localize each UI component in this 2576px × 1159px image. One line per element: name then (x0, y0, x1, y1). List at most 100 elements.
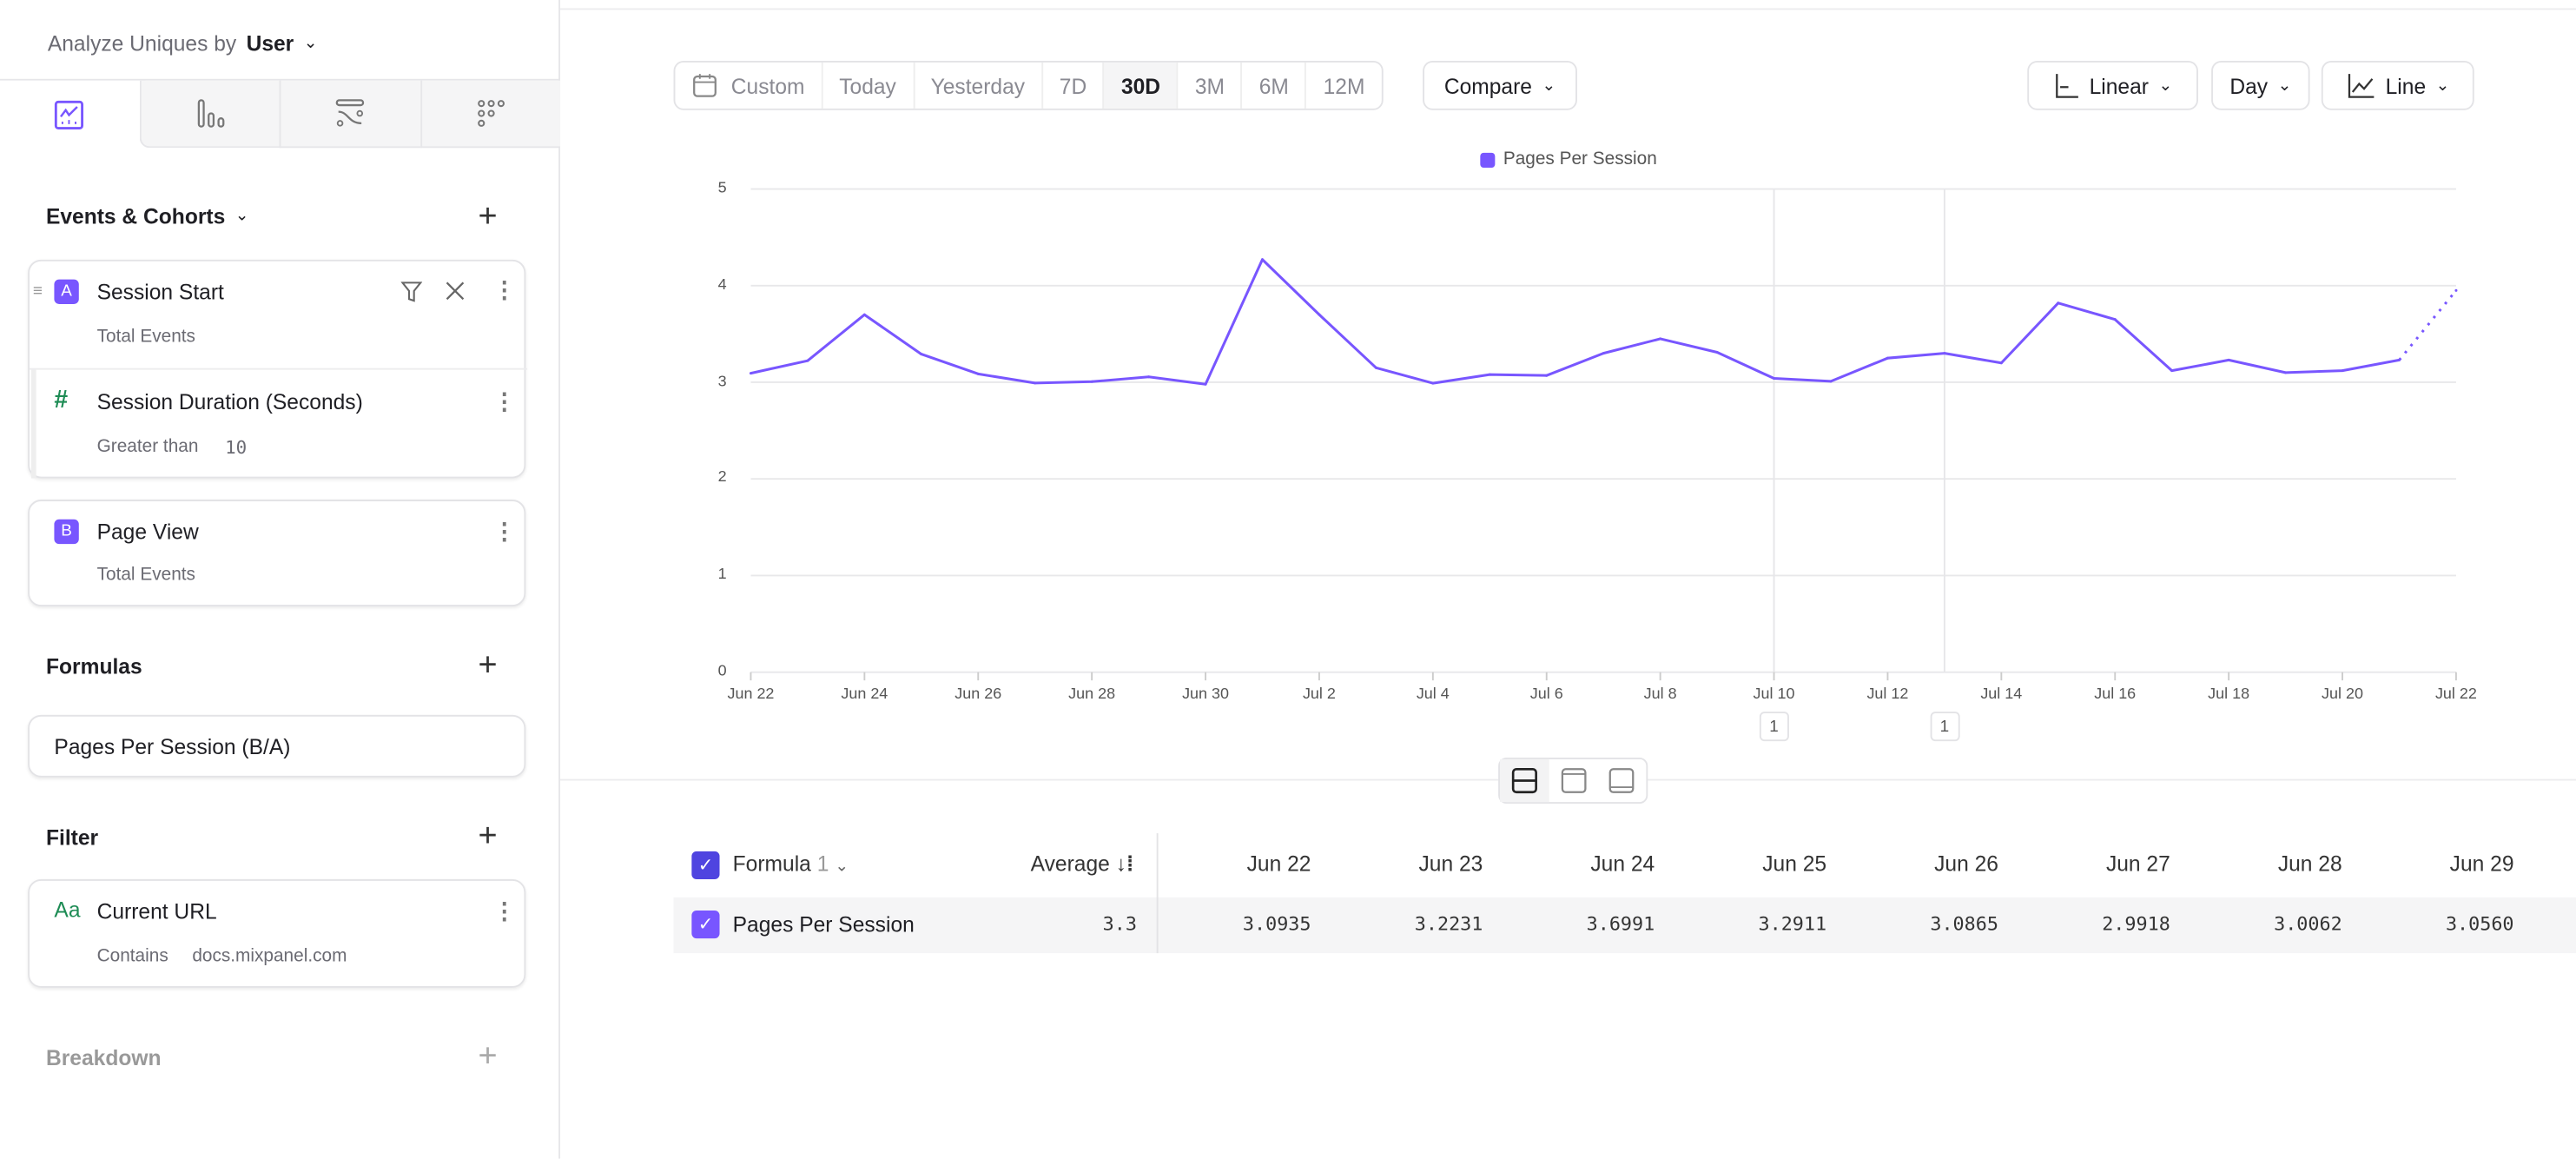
x-tick-label: Jul 8 (1643, 685, 1677, 704)
filter-value[interactable]: docs.mixpanel.com (192, 946, 347, 967)
close-icon[interactable] (446, 281, 466, 301)
table-row[interactable] (673, 897, 2576, 954)
add-event-button[interactable]: + (478, 198, 498, 235)
date-range-30d[interactable]: 30D (1103, 62, 1178, 109)
scale-label: Linear (2089, 73, 2149, 98)
layout-table-button[interactable] (1597, 759, 1646, 802)
date-column-header[interactable]: Jun 25 (1762, 851, 1827, 877)
data-point (1715, 350, 1719, 354)
chevron-down-icon: ⌄ (303, 34, 318, 53)
average-label: Average (1030, 851, 1110, 877)
scale-dropdown[interactable]: Linear ⌄ (2027, 60, 2198, 110)
analyze-uniques-selector[interactable]: Analyze Uniques by User ⌄ (48, 31, 318, 56)
filter-property-name[interactable]: Session Duration (Seconds) (96, 389, 363, 414)
layout-chart-button[interactable] (1549, 759, 1597, 802)
line-chart (749, 188, 2458, 681)
date-range-12m[interactable]: 12M (1305, 62, 1382, 109)
chart-legend[interactable]: Pages Per Session (1480, 149, 1657, 169)
date-column-header[interactable]: Jun 22 (1246, 851, 1311, 877)
filter-value[interactable]: 10 (225, 437, 248, 459)
filter-operator[interactable]: Greater than (96, 437, 199, 457)
insights-chart-icon (55, 99, 84, 129)
date-column-header[interactable]: Jun 29 (2449, 851, 2514, 877)
series-line-partial (2398, 289, 2458, 361)
global-filter-card[interactable]: Aa Current URL ⋮ Contains docs.mixpanel.… (28, 879, 526, 988)
date-column-header[interactable]: Jun 23 (1418, 851, 1483, 877)
date-range-6m[interactable]: 6M (1240, 62, 1305, 109)
filter-icon[interactable] (400, 281, 423, 302)
data-point (1090, 380, 1093, 383)
group-count: 1 (816, 851, 829, 877)
x-tick-label: Jul 10 (1753, 685, 1795, 704)
data-point (2341, 369, 2344, 373)
filter-property-name[interactable]: Current URL (96, 898, 217, 924)
event-card-b[interactable]: B Page View ⋮ Total Events (28, 500, 526, 607)
data-point (1034, 381, 1037, 385)
line-chart-icon (2348, 74, 2375, 98)
data-point (1943, 352, 1946, 355)
string-property-icon: Aa (54, 897, 81, 923)
data-point (1204, 382, 1207, 386)
select-all-checkbox[interactable]: ✓ (691, 851, 720, 880)
annotation-marker[interactable]: 1 (1759, 712, 1789, 742)
compare-dropdown[interactable]: Compare ⌄ (1423, 60, 1577, 110)
formula-card[interactable]: Pages Per Session (B/A) (28, 714, 526, 778)
filter-operator[interactable]: Contains (96, 946, 168, 967)
date-column-header[interactable]: Jun 28 (2277, 851, 2342, 877)
more-options-icon[interactable]: ⋮ (492, 275, 516, 303)
events-cohorts-heading[interactable]: Events & Cohorts ⌄ (46, 204, 249, 228)
row-average: 3.3 (1102, 911, 1137, 936)
tab-retention[interactable] (419, 80, 561, 149)
date-range-yesterday[interactable]: Yesterday (912, 62, 1041, 109)
data-point (976, 372, 980, 375)
axis-scale-icon (2055, 74, 2078, 98)
compare-label: Compare (1443, 73, 1532, 98)
chart-type-dropdown[interactable]: Line ⌄ (2321, 60, 2474, 110)
legend-swatch (1480, 151, 1496, 167)
retention-grid-icon (477, 100, 505, 127)
data-point (2057, 301, 2060, 305)
event-card-a[interactable]: ≡ A Session Start ⋮ Total Events # Sessi… (28, 259, 528, 479)
date-column-header[interactable]: Jun 26 (1934, 851, 1998, 877)
tab-insights[interactable] (0, 80, 139, 149)
date-range-label: Custom (730, 73, 805, 98)
table-cell: 2.9918 (2102, 911, 2170, 936)
annotation-marker[interactable]: 1 (1929, 712, 1959, 742)
date-range-3m[interactable]: 3M (1177, 62, 1241, 109)
add-formula-button[interactable]: + (478, 647, 498, 684)
data-point (1886, 356, 1889, 360)
group-header[interactable]: Formula 1 ⌄ (733, 851, 849, 876)
tab-funnels[interactable] (138, 80, 280, 149)
date-column-header[interactable]: Jun 24 (1590, 851, 1655, 877)
report-type-tabs (0, 78, 561, 149)
data-point (1431, 381, 1435, 385)
top-divider (560, 8, 2576, 10)
date-range-custom[interactable]: Custom (675, 63, 821, 109)
date-column-header[interactable]: Jun 27 (2105, 851, 2170, 877)
interval-dropdown[interactable]: Day ⌄ (2211, 60, 2310, 110)
date-range-today[interactable]: Today (821, 62, 912, 109)
more-options-icon[interactable]: ⋮ (492, 387, 516, 414)
add-breakdown-button[interactable]: + (478, 1038, 498, 1076)
drag-handle-icon[interactable]: ≡ (32, 282, 43, 301)
more-options-icon[interactable]: ⋮ (492, 897, 516, 924)
tab-flows[interactable] (279, 80, 420, 149)
breakdown-heading: Breakdown (45, 1045, 162, 1070)
event-measure[interactable]: Total Events (96, 565, 195, 586)
data-point (2170, 369, 2174, 373)
add-filter-button[interactable]: + (478, 818, 498, 855)
event-measure[interactable]: Total Events (96, 327, 195, 348)
x-tick-label: Jul 22 (2434, 685, 2477, 704)
chevron-down-icon: ⌄ (835, 858, 849, 877)
average-header[interactable]: Average ↓⁞ (1031, 851, 1134, 876)
funnels-bar-icon (197, 99, 224, 128)
more-options-icon[interactable]: ⋮ (492, 517, 516, 545)
event-name[interactable]: Session Start (96, 279, 224, 304)
event-name[interactable]: Page View (96, 519, 199, 545)
layout-split-button[interactable] (1500, 758, 1549, 803)
column-divider (1156, 833, 1159, 954)
row-checkbox[interactable]: ✓ (691, 910, 720, 939)
date-range-selector: Custom Today Yesterday 7D 30D 3M 6M 12M (673, 60, 1384, 110)
date-range-7d[interactable]: 7D (1040, 62, 1103, 109)
data-point (2454, 288, 2458, 292)
